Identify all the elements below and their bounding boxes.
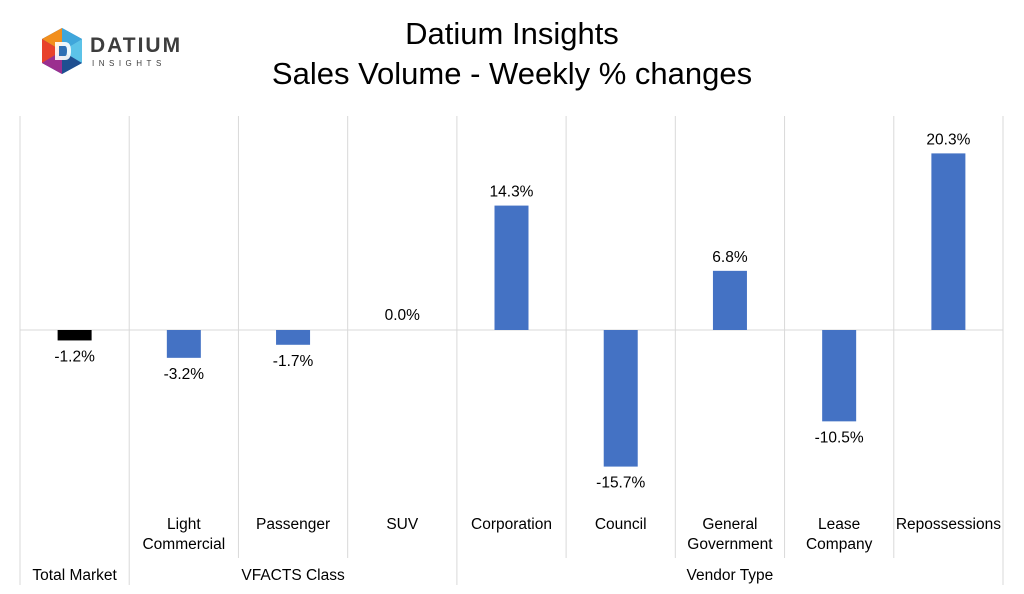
data-label-3: 0.0%: [385, 307, 421, 324]
category-label-5-0: Council: [595, 516, 647, 533]
category-label-0-1: Total Market: [32, 567, 117, 584]
chart-title-line-2: Sales Volume - Weekly % changes: [271, 56, 753, 91]
datium-logo: DATIUM INSIGHTS: [38, 26, 188, 82]
data-label-4: 14.3%: [490, 184, 534, 201]
datium-hexagon-icon: [42, 28, 82, 74]
bar-4: [494, 205, 529, 330]
data-label-7: -10.5%: [815, 429, 864, 446]
data-label-6: 6.8%: [712, 249, 748, 266]
data-label-1: -3.2%: [164, 366, 205, 383]
category-label-7-1: Company: [806, 536, 873, 553]
category-label-8-0: Repossessions: [896, 516, 1001, 533]
data-label-0: -1.2%: [54, 348, 95, 365]
data-label-5: -15.7%: [596, 475, 645, 492]
chart-title-line-1: Datium Insights: [405, 16, 619, 51]
category-label-6-1: Government: [687, 536, 773, 553]
data-label-2: -1.7%: [273, 353, 314, 370]
bar-7: [822, 330, 857, 422]
group-label-2: Vendor Type: [687, 567, 774, 584]
group-label-1: VFACTS Class: [241, 567, 345, 584]
bar-1: [166, 330, 201, 358]
logo-subtitle: INSIGHTS: [92, 59, 166, 68]
data-label-8: 20.3%: [926, 131, 970, 148]
category-label-7-0: Lease: [818, 516, 860, 533]
category-label-6-0: General: [702, 516, 757, 533]
category-label-4-0: Corporation: [471, 516, 552, 533]
bar-5: [603, 330, 638, 467]
category-label-1-0: Light: [167, 516, 201, 533]
bar-8: [931, 153, 966, 330]
category-label-2-0: Passenger: [256, 516, 330, 533]
category-label-3-0: SUV: [386, 516, 419, 533]
bar-0: [57, 330, 92, 341]
bar-6: [712, 270, 747, 330]
logo-wordmark: DATIUM: [90, 34, 183, 57]
category-label-1-1: Commercial: [142, 536, 225, 553]
bar-2: [276, 330, 311, 345]
chart-title: Datium Insights Sales Volume - Weekly % …: [0, 14, 1024, 94]
